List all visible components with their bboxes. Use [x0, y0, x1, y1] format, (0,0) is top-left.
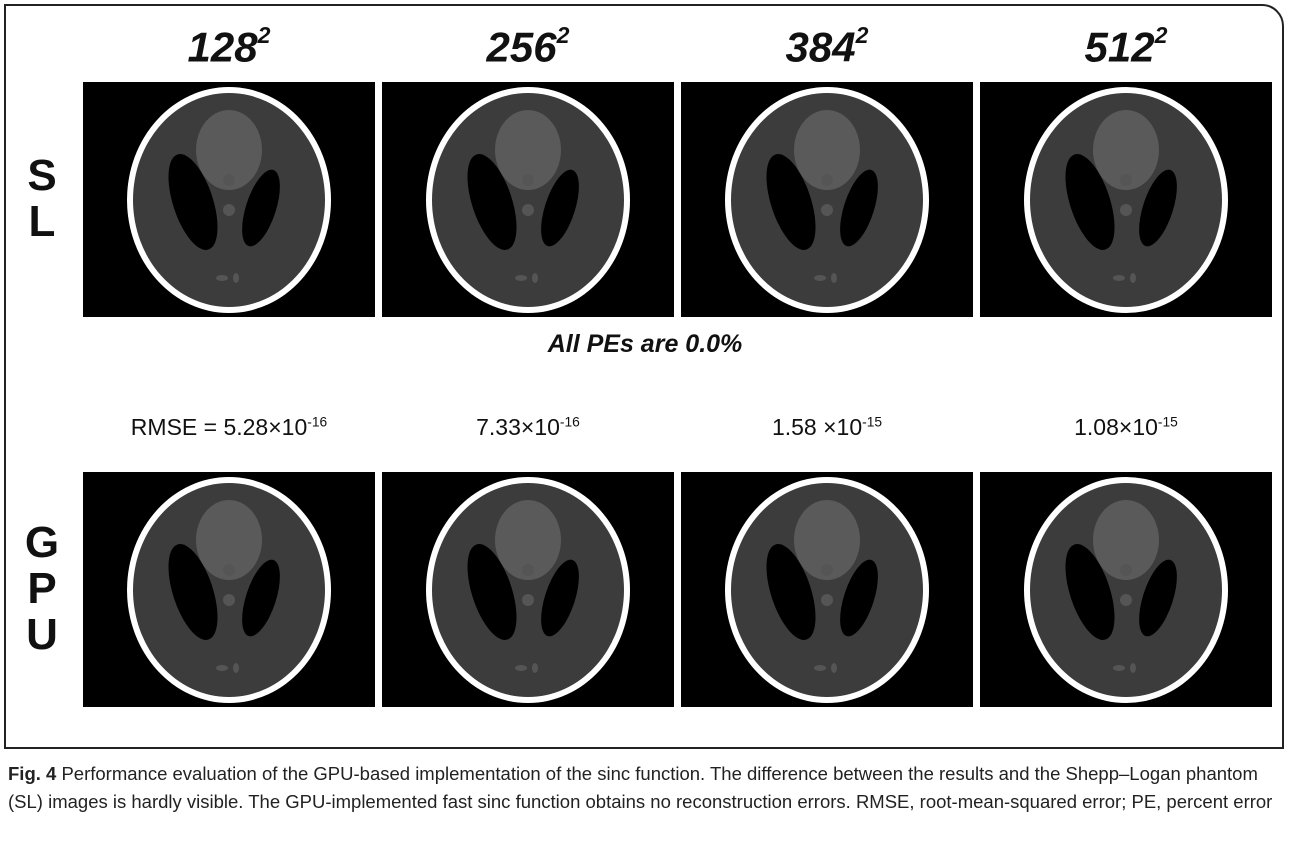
- phantom: [382, 82, 674, 317]
- row-label: G: [22, 520, 62, 566]
- caption-label: Fig. 4: [8, 763, 56, 784]
- column-header: 5122: [980, 22, 1272, 71]
- phantom: [83, 82, 375, 317]
- error-exp: -16: [307, 415, 327, 430]
- phantom-image: [681, 472, 973, 707]
- phantom-image: [681, 82, 973, 317]
- row-label: P: [22, 566, 62, 612]
- row-label: S: [22, 153, 62, 199]
- column-header: 1282: [83, 22, 375, 71]
- row-label: U: [22, 612, 62, 658]
- header-base: 512: [1085, 23, 1155, 70]
- error-text: 1.08×10: [1074, 414, 1158, 440]
- header-exp: 2: [557, 22, 570, 48]
- error-label: 1.08×10-15: [980, 414, 1272, 441]
- header-exp: 2: [258, 22, 271, 48]
- header-exp: 2: [856, 22, 869, 48]
- error-text: 1.58 ×10: [772, 414, 862, 440]
- phantom: [681, 82, 973, 317]
- error-exp: -16: [560, 415, 580, 430]
- header-base: 128: [188, 23, 258, 70]
- caption: Fig. 4 Performance evaluation of the GPU…: [8, 760, 1278, 816]
- column-header: 2562: [382, 22, 674, 71]
- row-label: L: [22, 199, 62, 245]
- phantom: [980, 82, 1272, 317]
- error-label: 1.58 ×10-15: [681, 414, 973, 441]
- phantom-image: [980, 82, 1272, 317]
- error-text: RMSE = 5.28×10: [131, 414, 307, 440]
- phantom: [83, 472, 375, 707]
- page: 1282256238425122RMSE = 5.28×10-167.33×10…: [0, 0, 1290, 864]
- error-label: 7.33×10-16: [382, 414, 674, 441]
- note: All PEs are 0.0%: [0, 330, 1290, 359]
- column-header: 3842: [681, 22, 973, 71]
- caption-text: Performance evaluation of the GPU-based …: [8, 763, 1272, 812]
- error-exp: -15: [862, 415, 882, 430]
- phantom: [980, 472, 1272, 707]
- phantom-image: [980, 472, 1272, 707]
- phantom-image: [83, 472, 375, 707]
- phantom: [382, 472, 674, 707]
- phantom-image: [382, 82, 674, 317]
- header-base: 384: [786, 23, 856, 70]
- error-exp: -15: [1158, 415, 1178, 430]
- error-text: 7.33×10: [476, 414, 560, 440]
- error-label: RMSE = 5.28×10-16: [83, 414, 375, 441]
- phantom: [681, 472, 973, 707]
- phantom-image: [83, 82, 375, 317]
- header-exp: 2: [1155, 22, 1168, 48]
- header-base: 256: [487, 23, 557, 70]
- phantom-image: [382, 472, 674, 707]
